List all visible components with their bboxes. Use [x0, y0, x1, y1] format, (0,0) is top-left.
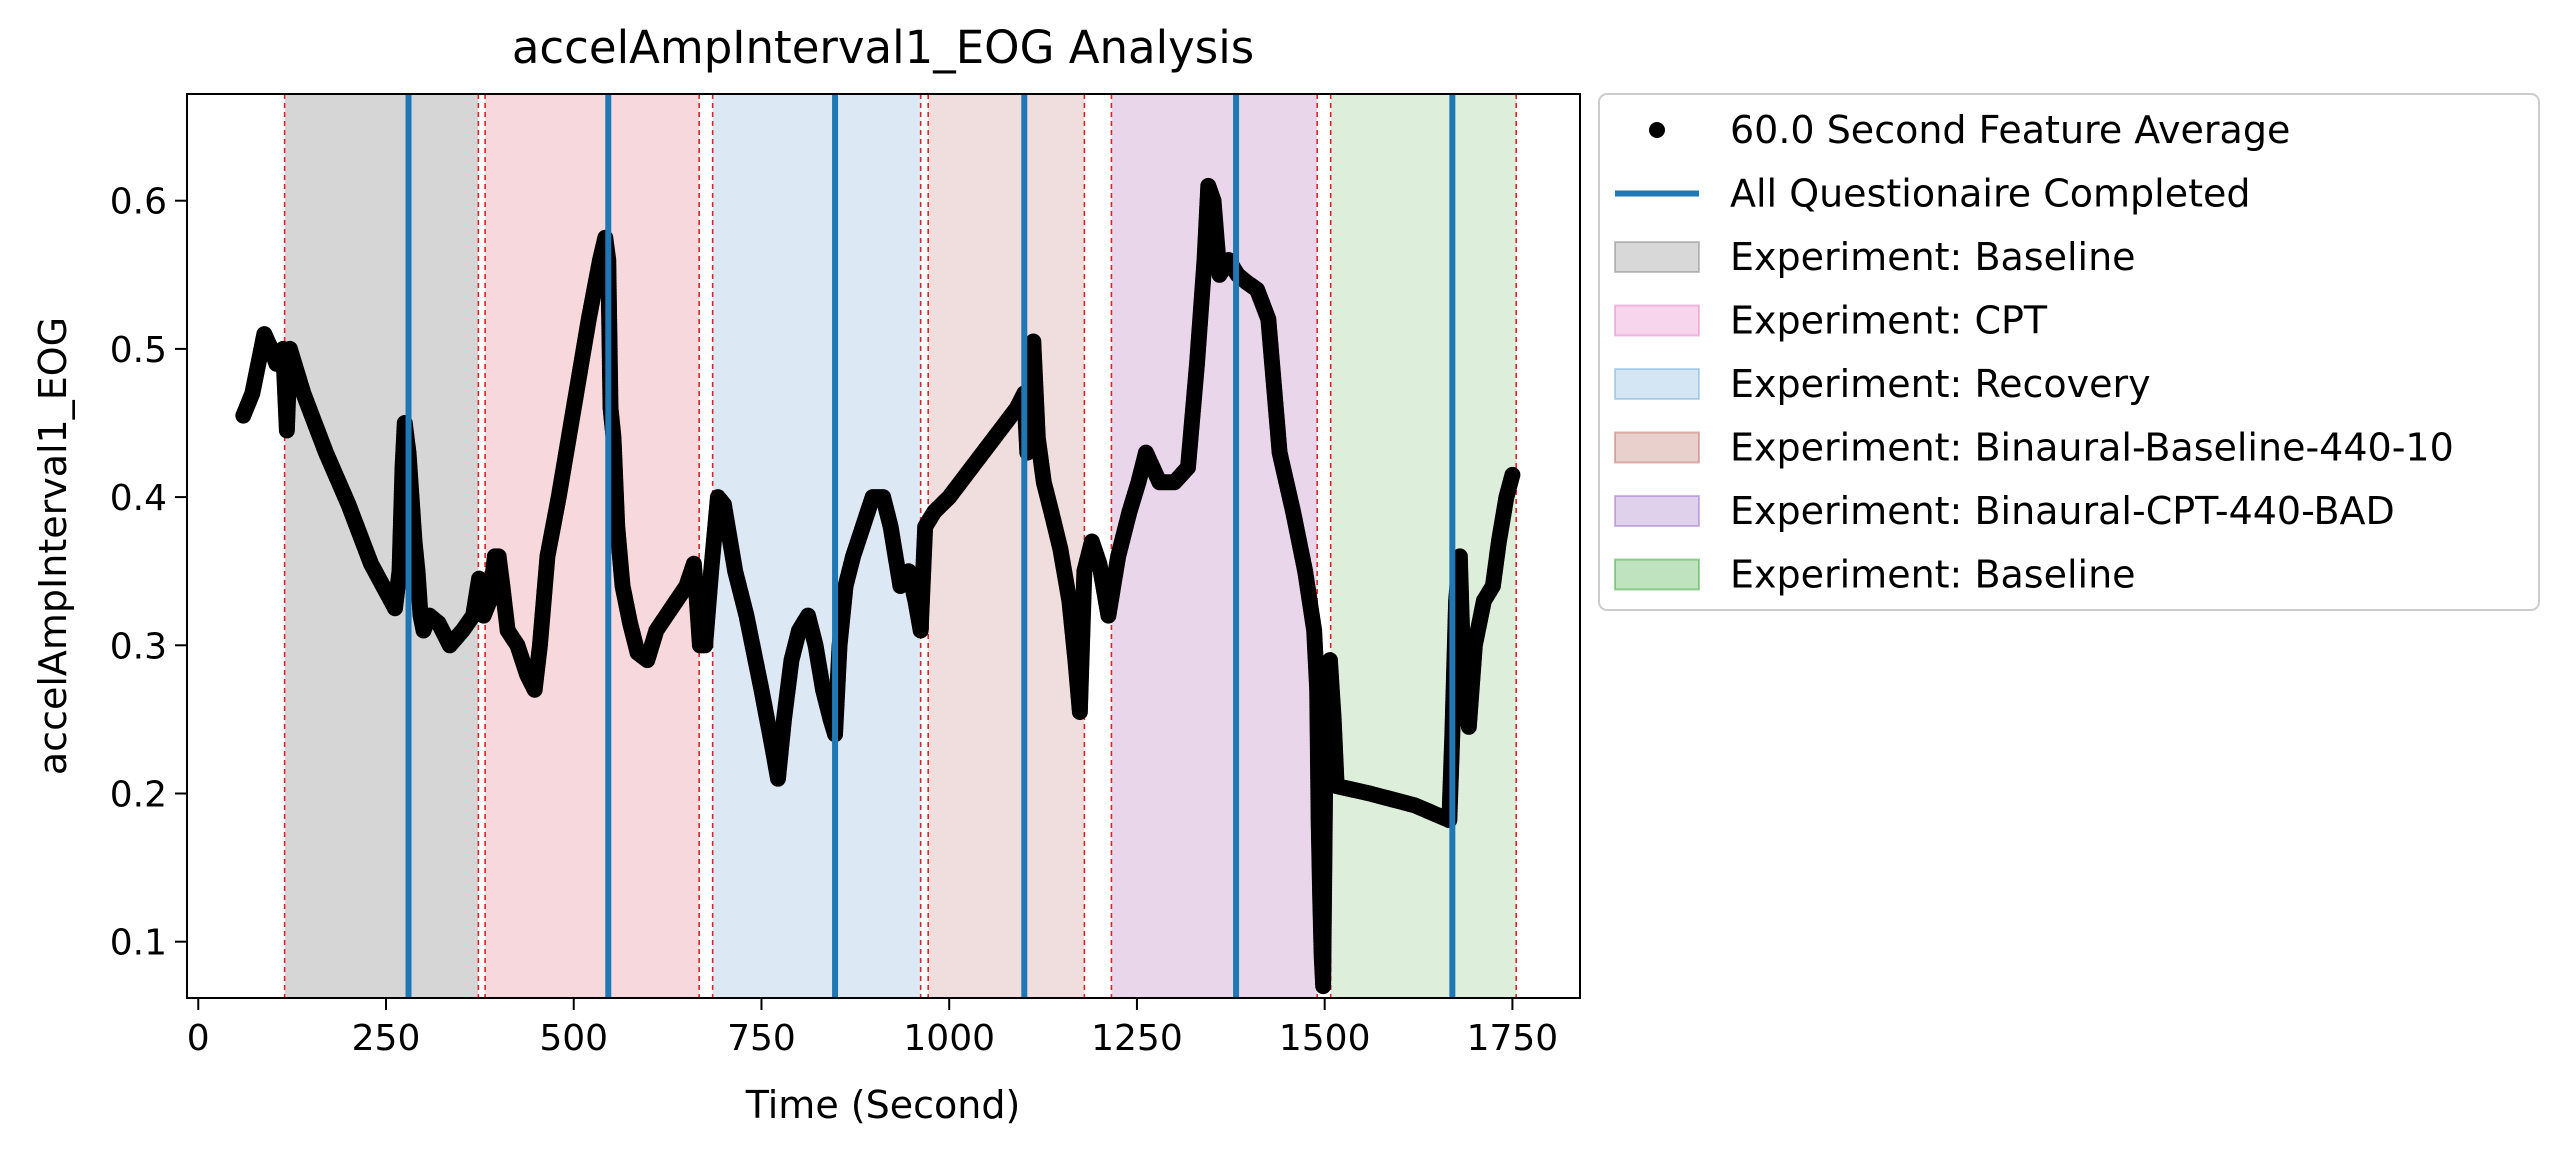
- x-axis-label: Time (Second): [745, 1083, 1021, 1127]
- legend-marker-handle: [1649, 122, 1665, 138]
- y-tick-label: 0.4: [110, 478, 167, 519]
- legend-patch-handle: [1614, 431, 1700, 464]
- legend-patch-handle: [1614, 495, 1700, 527]
- plot-frame: [186, 93, 1581, 999]
- x-tick-label: 500: [539, 1018, 608, 1059]
- legend-label: Experiment: Baseline: [1730, 553, 2136, 597]
- y-tick-label: 0.5: [110, 330, 167, 371]
- questionnaire-lines: [405, 94, 1456, 998]
- legend-label: Experiment: Recovery: [1730, 362, 2151, 406]
- legend-label: 60.0 Second Feature Average: [1730, 108, 2290, 152]
- y-axis-label: accelAmpInterval1_EOG: [31, 317, 75, 775]
- legend-patch-handle: [1614, 558, 1700, 591]
- feature-average-point: [1504, 466, 1521, 483]
- legend-patch-handle: [1614, 368, 1700, 400]
- x-axis-ticks: 0 250 500 750 1000 1250 1500 1750: [187, 998, 1558, 1059]
- experiment-span: [485, 94, 700, 998]
- y-tick-label: 0.6: [110, 182, 167, 223]
- x-tick-label: 1000: [903, 1018, 995, 1059]
- experiment-span: [1330, 94, 1517, 998]
- x-tick-label: 1250: [1091, 1018, 1183, 1059]
- legend-label: All Questionaire Completed: [1730, 172, 2251, 216]
- legend-box: [1598, 93, 2540, 611]
- experiment-spans: [284, 94, 1517, 998]
- chart-title: accelAmpInterval1_EOG Analysis: [512, 21, 1254, 74]
- x-tick-label: 750: [727, 1018, 796, 1059]
- y-tick-label: 0.3: [110, 626, 167, 667]
- y-tick-label: 0.2: [110, 774, 167, 815]
- legend-label: Experiment: CPT: [1730, 299, 2048, 343]
- legend-label: Experiment: Binaural-CPT-440-BAD: [1730, 489, 2395, 533]
- legend-label: Experiment: Baseline: [1730, 235, 2136, 279]
- experiment-span: [284, 94, 479, 998]
- x-tick-label: 0: [187, 1018, 210, 1059]
- legend-patch-handle: [1614, 304, 1700, 337]
- y-tick-label: 0.1: [110, 923, 167, 964]
- feature-average-points: [235, 177, 1521, 995]
- legend-label: Experiment: Binaural-Baseline-440-10: [1730, 426, 2454, 470]
- y-axis-ticks: 0.1 0.2 0.3 0.4 0.5 0.6: [110, 182, 187, 964]
- x-tick-label: 250: [352, 1018, 421, 1059]
- legend: 60.0 Second Feature Average All Questiona…: [1614, 108, 2454, 597]
- legend-patch-handle: [1614, 241, 1700, 273]
- x-tick-label: 1750: [1467, 1018, 1559, 1059]
- x-tick-label: 1500: [1279, 1018, 1371, 1059]
